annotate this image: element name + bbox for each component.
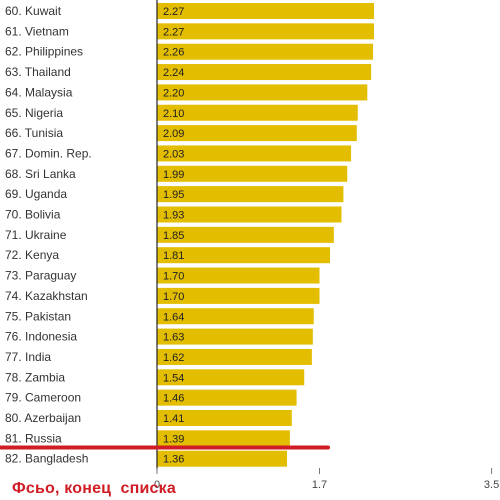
bar xyxy=(157,206,342,223)
bar xyxy=(157,145,352,162)
bar xyxy=(157,104,358,121)
value-label: 1.70 xyxy=(163,271,184,283)
category-label: 72. Kenya xyxy=(5,248,59,262)
value-label: 1.36 xyxy=(163,454,184,466)
category-label: 62. Philippines xyxy=(5,45,83,59)
bar xyxy=(157,328,313,345)
category-label: 66. Tunisia xyxy=(5,126,63,140)
bar xyxy=(157,369,305,386)
category-label: 81. Russia xyxy=(5,431,62,445)
labels-layer: 60. Kuwait 2.27 61. Vietnam 2.27 62. Philipp… xyxy=(5,4,184,466)
bar xyxy=(157,125,357,142)
value-label: 1.70 xyxy=(163,291,184,303)
value-label: 1.54 xyxy=(163,372,184,384)
value-label: 2.09 xyxy=(163,128,184,140)
category-label: 67. Domin. Rep. xyxy=(5,146,92,160)
value-label: 2.10 xyxy=(163,108,184,120)
category-label: 68. Sri Lanka xyxy=(5,167,76,181)
bar xyxy=(157,247,331,264)
value-label: 1.64 xyxy=(163,311,184,323)
bar xyxy=(157,308,314,325)
category-label: 78. Zambia xyxy=(5,370,65,384)
bar xyxy=(157,84,368,101)
bar xyxy=(157,410,292,426)
bar xyxy=(157,287,320,304)
value-label: 1.46 xyxy=(163,393,184,405)
x-tick-label: 3.5 xyxy=(484,479,499,491)
x-tick-label: 1.7 xyxy=(312,479,327,491)
category-label: 70. Bolivia xyxy=(5,208,61,222)
category-label: 75. Pakistan xyxy=(5,309,71,323)
value-label: 1.99 xyxy=(163,169,184,181)
category-label: 77. India xyxy=(5,350,51,364)
x-tick-label: 0 xyxy=(154,479,160,491)
bar xyxy=(157,267,320,284)
category-label: 82. Bangladesh xyxy=(5,452,88,466)
bar xyxy=(157,43,374,60)
category-label: 76. Indonesia xyxy=(5,330,77,344)
value-label: 1.63 xyxy=(163,332,184,344)
value-label: 1.95 xyxy=(163,189,184,201)
value-label: 1.93 xyxy=(163,210,184,222)
bar xyxy=(157,165,348,182)
axis-layer: 0 1.7 3.5 xyxy=(154,0,499,491)
bars-layer xyxy=(157,3,374,467)
bar xyxy=(157,226,334,243)
category-label: 79. Cameroon xyxy=(5,391,81,405)
category-label: 64. Malaysia xyxy=(5,85,73,99)
value-label: 2.24 xyxy=(163,67,184,79)
value-label: 1.41 xyxy=(163,413,184,425)
value-label: 1.39 xyxy=(163,433,184,445)
value-label: 1.81 xyxy=(163,250,184,262)
value-label: 2.20 xyxy=(163,87,184,99)
category-label: 65. Nigeria xyxy=(5,106,63,120)
category-label: 61. Vietnam xyxy=(5,24,69,38)
value-label: 1.85 xyxy=(163,230,184,242)
value-label: 2.03 xyxy=(163,148,184,160)
category-label: 63. Thailand xyxy=(5,65,71,79)
caption-text: Фсьо, конец списка xyxy=(12,480,176,497)
category-label: 73. Paraguay xyxy=(5,269,76,283)
bar xyxy=(157,348,312,365)
value-label: 1.62 xyxy=(163,352,184,364)
bar xyxy=(157,389,297,406)
bar xyxy=(157,64,372,81)
bar xyxy=(157,450,288,467)
bar xyxy=(157,3,374,19)
category-label: 69. Uganda xyxy=(5,187,67,201)
value-label: 2.27 xyxy=(163,26,184,38)
value-label: 2.27 xyxy=(163,6,184,18)
bar xyxy=(157,23,374,40)
bar xyxy=(157,186,344,203)
category-label: 74. Kazakhstan xyxy=(5,289,88,303)
category-label: 80. Azerbaijan xyxy=(5,411,81,425)
category-label: 60. Kuwait xyxy=(5,4,62,18)
bar xyxy=(157,430,290,447)
category-label: 71. Ukraine xyxy=(5,228,67,242)
value-label: 2.26 xyxy=(163,47,184,59)
